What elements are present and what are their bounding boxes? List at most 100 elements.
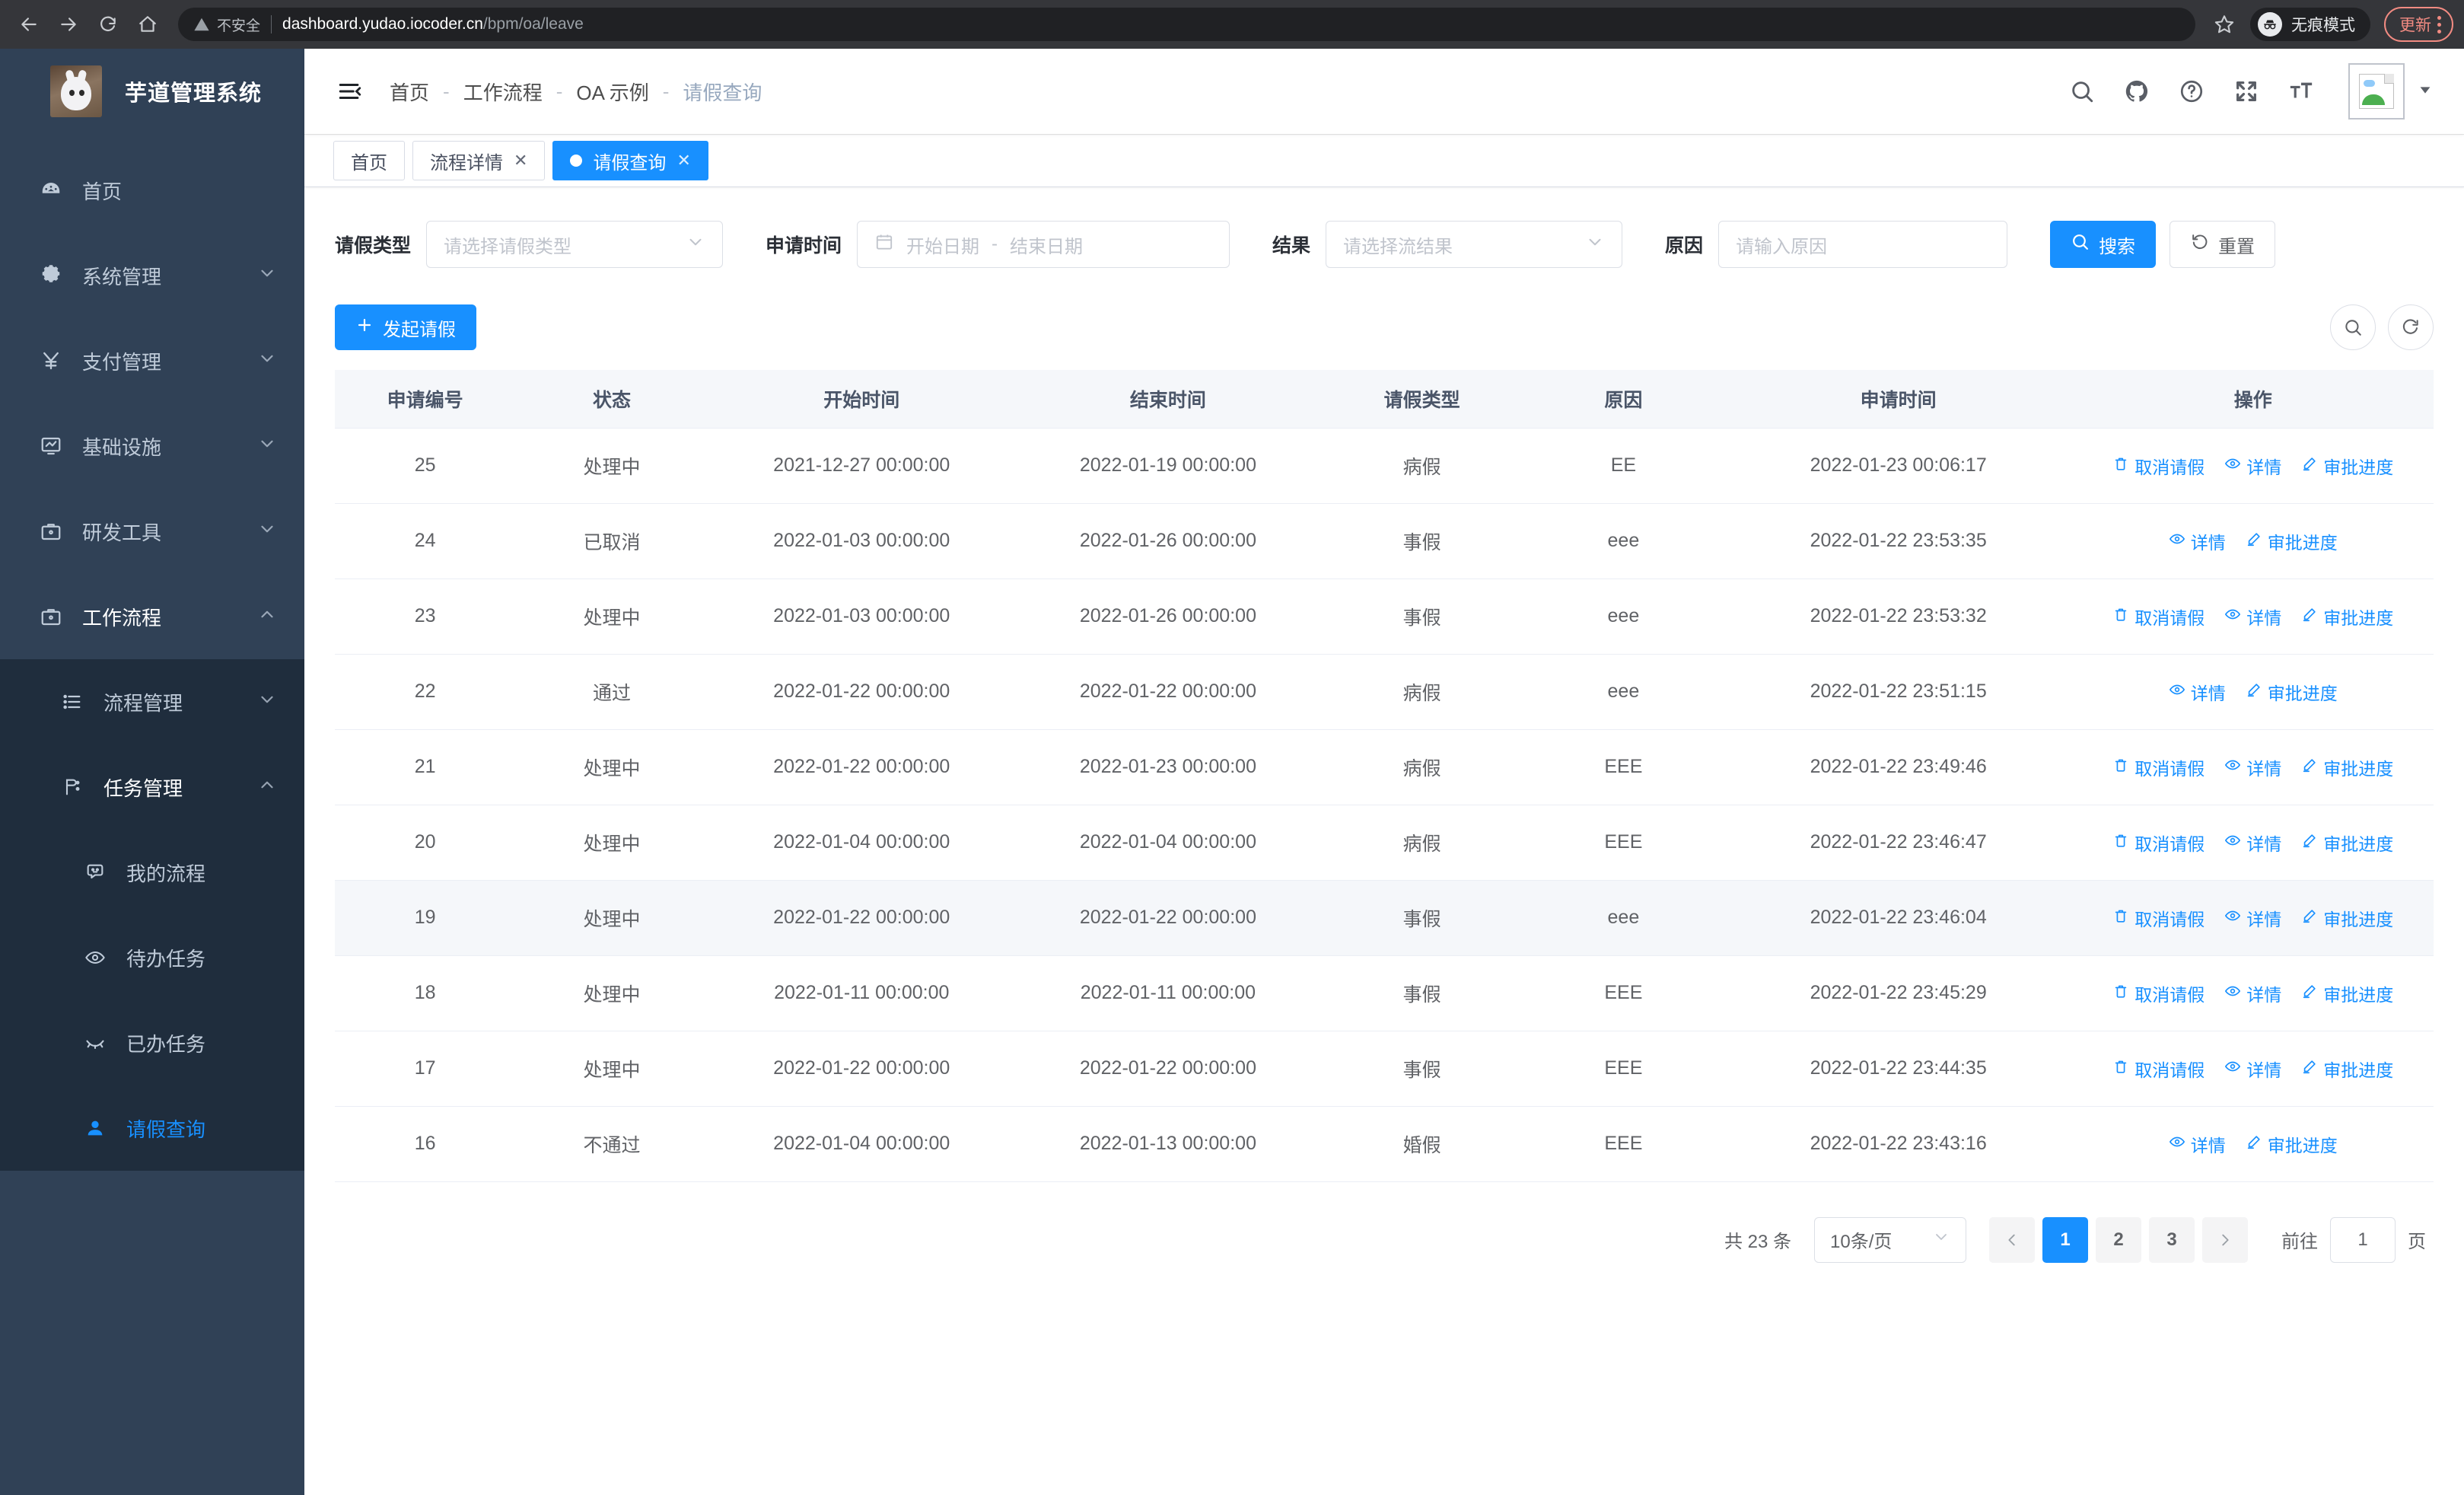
sidebar-item-task-manage[interactable]: 任务管理 [0, 744, 304, 830]
home-icon[interactable] [129, 6, 166, 43]
refresh-icon[interactable] [2388, 304, 2434, 350]
breadcrumb-item-home[interactable]: 首页 [390, 81, 430, 104]
sidebar-item-system[interactable]: 系统管理 [0, 233, 304, 318]
leave-type-select[interactable]: 请选择请假类型 [426, 221, 724, 268]
table-row[interactable]: 25 处理中 2021-12-27 00:00:00 2022-01-19 00:00… [335, 428, 2434, 504]
approval-progress-link[interactable]: 审批进度 [2301, 830, 2393, 856]
sidebar-item-infrastructure[interactable]: 基础设施 [0, 403, 304, 489]
sidebar-item-process-manage[interactable]: 流程管理 [0, 659, 304, 744]
detail-link[interactable]: 详情 [2224, 453, 2281, 479]
table-row[interactable]: 17 处理中 2022-01-22 00:00:00 2022-01-22 00:00… [335, 1031, 2434, 1107]
approval-progress-link[interactable]: 审批进度 [2301, 754, 2393, 780]
approval-progress-link[interactable]: 审批进度 [2246, 528, 2338, 554]
reason-input[interactable]: 请输入原因 [1718, 221, 2008, 268]
github-icon[interactable] [2109, 64, 2164, 119]
search-toggle-icon[interactable] [2330, 304, 2376, 350]
sidebar-item-payment[interactable]: 支付管理 [0, 318, 304, 403]
table-row[interactable]: 19 处理中 2022-01-22 00:00:00 2022-01-22 00:00… [335, 880, 2434, 956]
cancel-leave-link[interactable]: 取消请假 [2112, 905, 2205, 931]
reset-button[interactable]: 重置 [2170, 221, 2276, 268]
approval-progress-link[interactable]: 审批进度 [2301, 1056, 2393, 1082]
cancel-leave-link[interactable]: 取消请假 [2112, 754, 2205, 780]
column-header-id[interactable]: 申请编号 [335, 370, 516, 429]
approval-progress-link[interactable]: 审批进度 [2246, 679, 2338, 705]
tab-home[interactable]: 首页 [333, 141, 405, 180]
column-header-end[interactable]: 结束时间 [1014, 370, 1322, 429]
sidebar-item-devtools[interactable]: 研发工具 [0, 489, 304, 574]
star-icon[interactable] [2208, 8, 2241, 41]
table-row[interactable]: 18 处理中 2022-01-11 00:00:00 2022-01-11 00:00… [335, 955, 2434, 1031]
approval-progress-link[interactable]: 审批进度 [2246, 1131, 2338, 1157]
sidebar-item-done-task[interactable]: 已办任务 [0, 1000, 304, 1085]
detail-link[interactable]: 详情 [2224, 754, 2281, 780]
approval-progress-link[interactable]: 审批进度 [2301, 980, 2393, 1006]
fullscreen-icon[interactable] [2219, 64, 2274, 119]
address-bar[interactable]: 不安全 dashboard.yudao.iocoder.cn/bpm/oa/le… [178, 8, 2195, 41]
page-size-select[interactable]: 10条/页 [1814, 1216, 1966, 1263]
tab-process-detail[interactable]: 流程详情 ✕ [412, 141, 546, 180]
column-header-reason[interactable]: 原因 [1523, 370, 1724, 429]
cancel-leave-link[interactable]: 取消请假 [2112, 1056, 2205, 1082]
approval-progress-link[interactable]: 审批进度 [2301, 453, 2393, 479]
detail-link[interactable]: 详情 [2224, 604, 2281, 630]
approval-progress-link[interactable]: 审批进度 [2301, 905, 2393, 931]
detail-link[interactable]: 详情 [2224, 830, 2281, 856]
detail-link[interactable]: 详情 [2169, 1131, 2226, 1157]
avatar[interactable] [2348, 63, 2405, 120]
caret-down-icon[interactable] [2417, 81, 2434, 102]
page-button-2[interactable]: 2 [2096, 1216, 2141, 1263]
kebab-menu-icon[interactable] [2437, 15, 2441, 33]
table-row[interactable]: 20 处理中 2022-01-04 00:00:00 2022-01-04 00:00… [335, 805, 2434, 881]
apply-time-daterange[interactable]: 开始日期 - 结束日期 [857, 221, 1230, 268]
table-row[interactable]: 23 处理中 2022-01-03 00:00:00 2022-01-26 00:00… [335, 579, 2434, 655]
close-icon[interactable]: ✕ [514, 151, 528, 170]
sidebar-item-my-process[interactable]: 我的流程 [0, 830, 304, 915]
cancel-leave-link[interactable]: 取消请假 [2112, 980, 2205, 1006]
tab-leave-query[interactable]: 请假查询 ✕ [552, 141, 708, 180]
detail-link[interactable]: 详情 [2224, 980, 2281, 1006]
sidebar-item-leave-query[interactable]: 请假查询 [0, 1085, 304, 1171]
search-icon[interactable] [2055, 64, 2109, 119]
security-indicator[interactable]: 不安全 [193, 14, 260, 35]
table-row[interactable]: 22 通过 2022-01-22 00:00:00 2022-01-22 00:00:… [335, 654, 2434, 730]
search-button[interactable]: 搜索 [2050, 221, 2157, 268]
forward-icon[interactable] [50, 6, 87, 43]
sidebar-item-todo-task[interactable]: 待办任务 [0, 915, 304, 1000]
font-size-icon[interactable] [2274, 64, 2329, 119]
table-row[interactable]: 24 已取消 2022-01-03 00:00:00 2022-01-26 00:00… [335, 503, 2434, 579]
hamburger-fold-icon[interactable] [333, 78, 367, 104]
add-leave-button[interactable]: 发起请假 [335, 304, 476, 350]
reload-icon[interactable] [90, 6, 126, 43]
page-button-1[interactable]: 1 [2042, 1216, 2088, 1263]
jump-page-input[interactable]: 1 [2330, 1216, 2396, 1263]
breadcrumb-item-workflow[interactable]: 工作流程 [463, 81, 543, 104]
cancel-leave-link[interactable]: 取消请假 [2112, 830, 2205, 856]
update-button[interactable]: 更新 [2384, 7, 2453, 42]
prev-page-button[interactable] [1989, 1216, 2035, 1263]
filter-bar: 请假类型 请选择请假类型 申请时间 [335, 221, 2434, 268]
back-icon[interactable] [11, 6, 47, 43]
close-icon[interactable]: ✕ [676, 151, 691, 170]
column-header-status[interactable]: 状态 [515, 370, 708, 429]
sidebar-item-workflow[interactable]: 工作流程 [0, 574, 304, 659]
detail-link[interactable]: 详情 [2224, 905, 2281, 931]
help-circle-icon[interactable] [2164, 64, 2219, 119]
detail-link[interactable]: 详情 [2169, 528, 2226, 554]
result-select[interactable]: 请选择流结果 [1326, 221, 1623, 268]
detail-link[interactable]: 详情 [2224, 1056, 2281, 1082]
table-row[interactable]: 16 不通过 2022-01-04 00:00:00 2022-01-13 00:00… [335, 1106, 2434, 1182]
column-header-type[interactable]: 请假类型 [1321, 370, 1523, 429]
sidebar-item-home[interactable]: 首页 [0, 148, 304, 233]
table-row[interactable]: 21 处理中 2022-01-22 00:00:00 2022-01-23 00:00… [335, 729, 2434, 805]
breadcrumb-item-oa[interactable]: OA 示例 [576, 81, 649, 104]
incognito-indicator[interactable]: 无痕模式 [2250, 8, 2370, 41]
page-button-3[interactable]: 3 [2149, 1216, 2195, 1263]
cancel-leave-link[interactable]: 取消请假 [2112, 453, 2205, 479]
next-page-button[interactable] [2202, 1216, 2248, 1263]
cancel-leave-link[interactable]: 取消请假 [2112, 604, 2205, 630]
sidebar-logo[interactable]: 芋道管理系统 [0, 49, 304, 134]
column-header-start[interactable]: 开始时间 [708, 370, 1015, 429]
detail-link[interactable]: 详情 [2169, 679, 2226, 705]
column-header-apply[interactable]: 申请时间 [1724, 370, 2073, 429]
approval-progress-link[interactable]: 审批进度 [2301, 604, 2393, 630]
